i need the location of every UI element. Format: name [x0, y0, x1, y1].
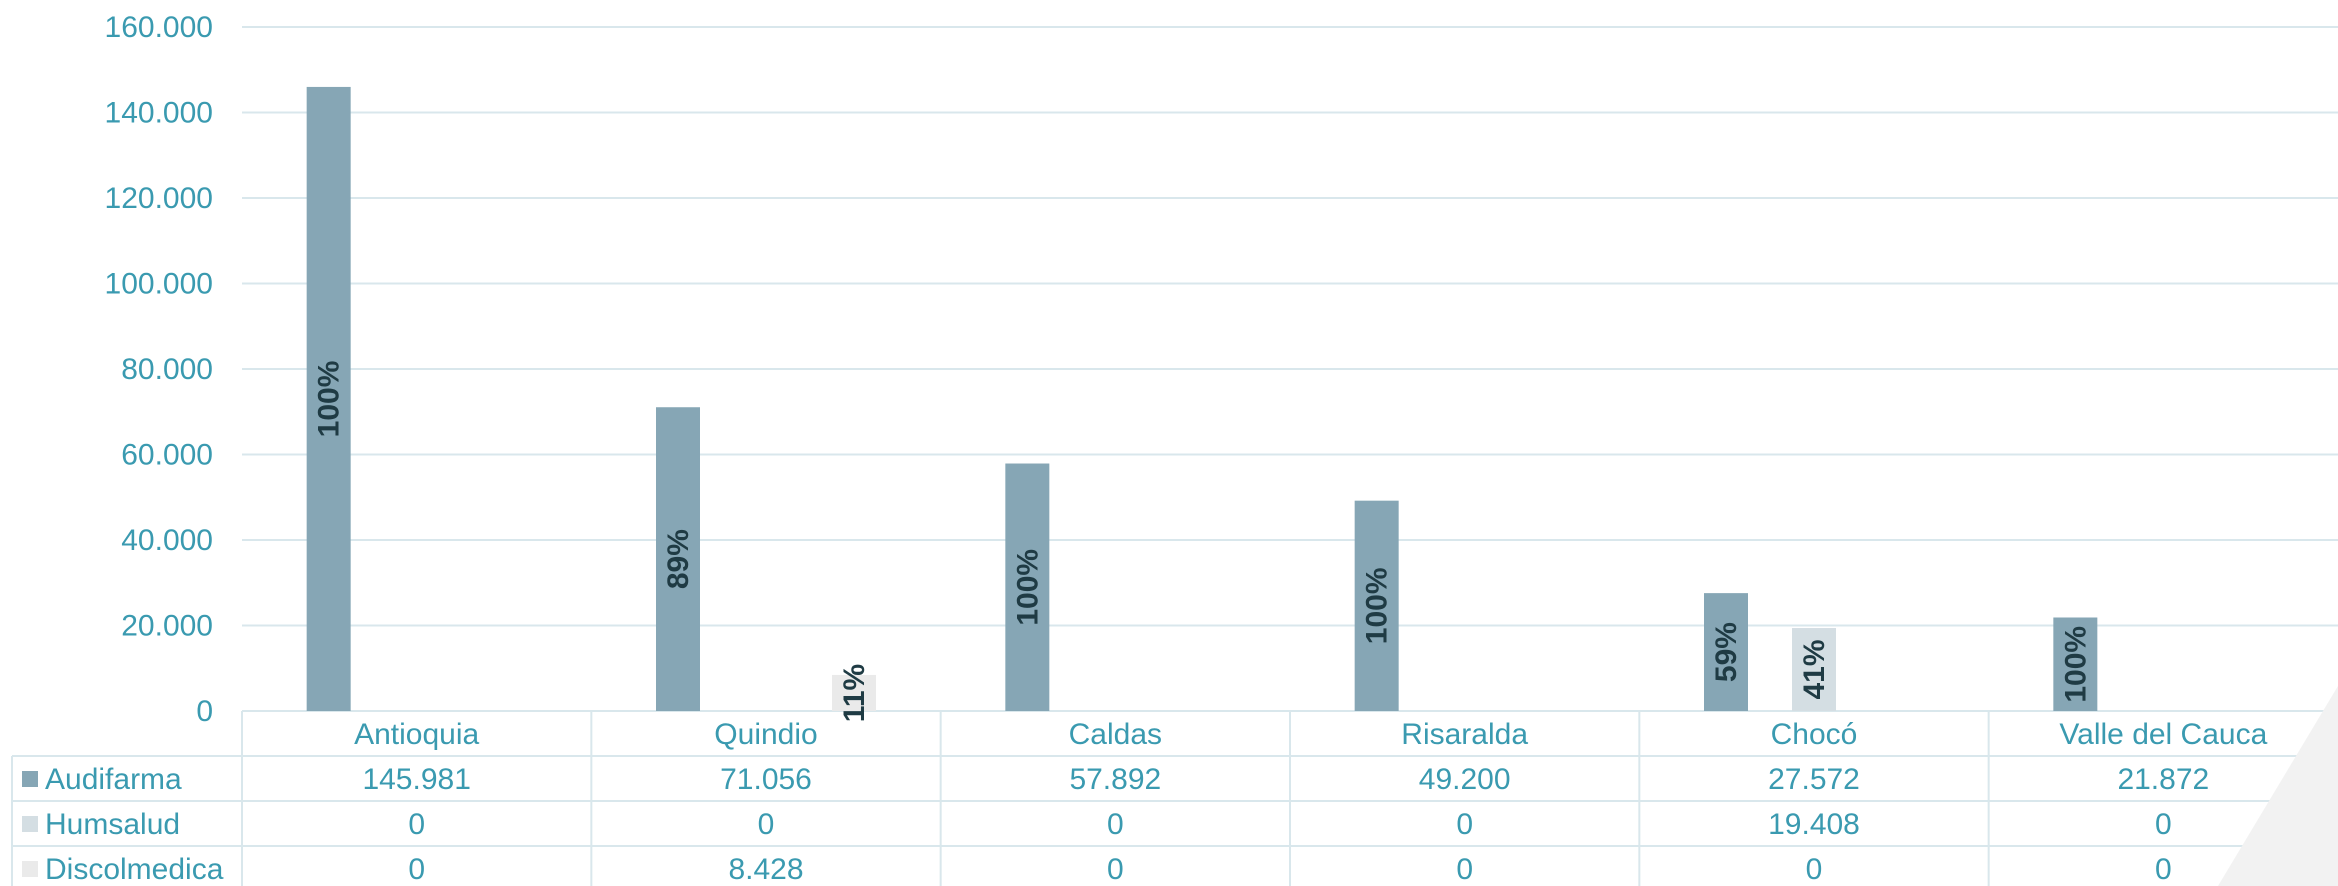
bar-audifarma-caldas	[1005, 463, 1050, 711]
table-value-cell: 8.428	[728, 853, 803, 886]
bar-audifarma-risaralda	[1354, 500, 1399, 711]
y-tick-label: 80.000	[121, 353, 213, 386]
bar-audifarma-quindio	[656, 407, 700, 711]
table-value-cell: 27.572	[1768, 763, 1860, 796]
x-category-label: Antioquia	[354, 718, 479, 751]
legend-key-humsalud	[22, 816, 38, 832]
bar-discolmedica-quindio	[832, 674, 876, 711]
table-value-cell: 0	[1806, 853, 1823, 886]
table-value-cell: 0	[2155, 853, 2172, 886]
percent-data-label: 100%	[1011, 549, 1044, 626]
x-category-label: Risaralda	[1401, 718, 1528, 751]
table-value-cell: 57.892	[1069, 763, 1161, 796]
table-value-cell: 0	[1107, 808, 1124, 841]
percent-data-label: 100%	[2059, 626, 2092, 703]
bar-audifarma-valle-del-cauca	[2053, 617, 2098, 711]
percent-data-label: 89%	[662, 529, 695, 589]
table-value-cell: 0	[758, 808, 775, 841]
legend-series-name: Discolmedica	[45, 853, 224, 886]
x-category-label: Caldas	[1069, 718, 1162, 751]
y-tick-label: 0	[196, 695, 213, 728]
table-value-cell: 0	[1456, 853, 1473, 886]
table-value-cell: 0	[2155, 808, 2172, 841]
table-value-cell: 71.056	[720, 763, 812, 796]
legend-key-audifarma	[22, 771, 38, 787]
table-value-cell: 145.981	[362, 763, 470, 796]
table-value-cell: 19.408	[1768, 808, 1860, 841]
table-value-cell: 0	[408, 808, 425, 841]
legend-series-name: Humsalud	[45, 808, 180, 841]
y-tick-label: 160.000	[105, 11, 213, 44]
x-category-label: Chocó	[1771, 718, 1858, 751]
legend-series-name: Audifarma	[45, 763, 182, 796]
bar-audifarma-antioquia	[306, 86, 351, 712]
y-tick-label: 120.000	[105, 182, 213, 215]
legend-key-discolmedica	[22, 861, 38, 877]
decorative-corner-shape	[2218, 686, 2338, 886]
table-value-cell: 0	[1456, 808, 1473, 841]
percent-data-label: 59%	[1710, 622, 1743, 682]
percent-data-label: 100%	[313, 361, 346, 438]
table-value-cell: 0	[1107, 853, 1124, 886]
bar-audifarma-chocó	[1704, 593, 1748, 711]
x-category-label: Quindio	[714, 718, 817, 751]
percent-data-label: 100%	[1361, 567, 1394, 644]
y-tick-label: 140.000	[105, 97, 213, 130]
table-value-cell: 21.872	[2117, 763, 2209, 796]
y-tick-label: 100.000	[105, 268, 213, 301]
table-value-cell: 49.200	[1419, 763, 1511, 796]
percent-data-label: 41%	[1798, 639, 1831, 699]
x-category-label: Valle del Cauca	[2059, 718, 2267, 751]
y-tick-label: 20.000	[121, 610, 213, 643]
table-value-cell: 0	[408, 853, 425, 886]
y-tick-label: 60.000	[121, 439, 213, 472]
bar-humsalud-chocó	[1792, 628, 1836, 711]
percent-data-label: 11%	[838, 664, 871, 722]
y-tick-label: 40.000	[121, 524, 213, 557]
